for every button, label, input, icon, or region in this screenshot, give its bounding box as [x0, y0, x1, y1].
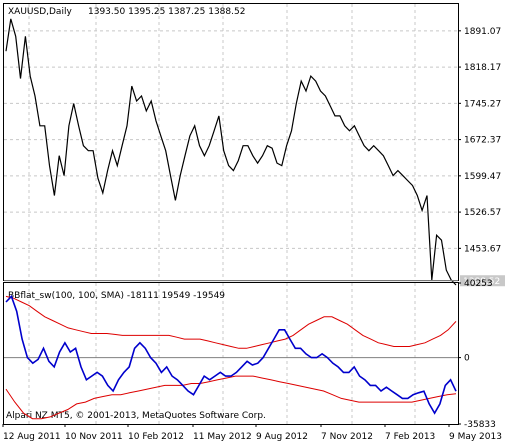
- time-tick-label: 9 Aug 2012: [256, 432, 308, 442]
- price-tick-label: 1599.47: [464, 172, 501, 182]
- indicator-series: [5, 294, 457, 420]
- price-axis: 1891.07 1818.17 1745.27 1672.37 1599.47 1526.…: [458, 27, 501, 254]
- price-tick-label: 1891.07: [464, 27, 501, 37]
- indicator-panel-frame[interactable]: [3, 282, 459, 425]
- indicator-tick-label: 0: [464, 354, 470, 364]
- ohlc-header: 1393.50 1395.25 1387.25 1388.52: [88, 7, 245, 17]
- time-axis: 12 Aug 2011 10 Nov 2011 10 Feb 2012 11 May …: [2, 424, 502, 442]
- copyright-text: Alpari NZ MT5, © 2001-2013, MetaQuotes S…: [6, 411, 266, 421]
- price-tick-label: 1818.17: [464, 63, 501, 73]
- time-tick-label: 10 Feb 2012: [128, 432, 184, 442]
- indicator-main-line: [5, 294, 457, 415]
- indicator-axis: 40253 0 -35833: [458, 279, 496, 430]
- price-panel-frame[interactable]: [3, 3, 459, 281]
- indicator-tick-label: 40253: [464, 279, 493, 289]
- time-tick-label: 11 May 2012: [193, 432, 252, 442]
- indicator-header: BBflat_sw(100, 100, SMA) -18111 19549 -1…: [8, 291, 225, 301]
- time-tick-label: 12 Aug 2011: [3, 432, 61, 442]
- price-series: [5, 18, 457, 286]
- main-grid: [4, 4, 458, 280]
- current-price-label: 1388.52: [463, 277, 500, 287]
- current-price-marker: [460, 275, 505, 287]
- indicator-tick-label: -35833: [464, 420, 496, 430]
- indicator-grid: [28, 283, 416, 424]
- time-tick-label: 7 Feb 2013: [385, 432, 435, 442]
- time-tick-label: 9 May 2013: [449, 432, 502, 442]
- price-tick-label: 1453.67: [464, 244, 501, 254]
- price-tick-label: 1672.37: [464, 136, 501, 146]
- symbol-header: XAUUSD,Daily: [8, 7, 72, 17]
- lower-band-line: [5, 375, 457, 420]
- price-tick-label: 1745.27: [464, 99, 501, 109]
- upper-band-line: [5, 295, 457, 349]
- time-tick-label: 10 Nov 2011: [65, 432, 123, 442]
- price-tick-label: 1526.57: [464, 208, 501, 218]
- price-line: [5, 18, 457, 286]
- time-tick-label: 7 Nov 2012: [321, 432, 373, 442]
